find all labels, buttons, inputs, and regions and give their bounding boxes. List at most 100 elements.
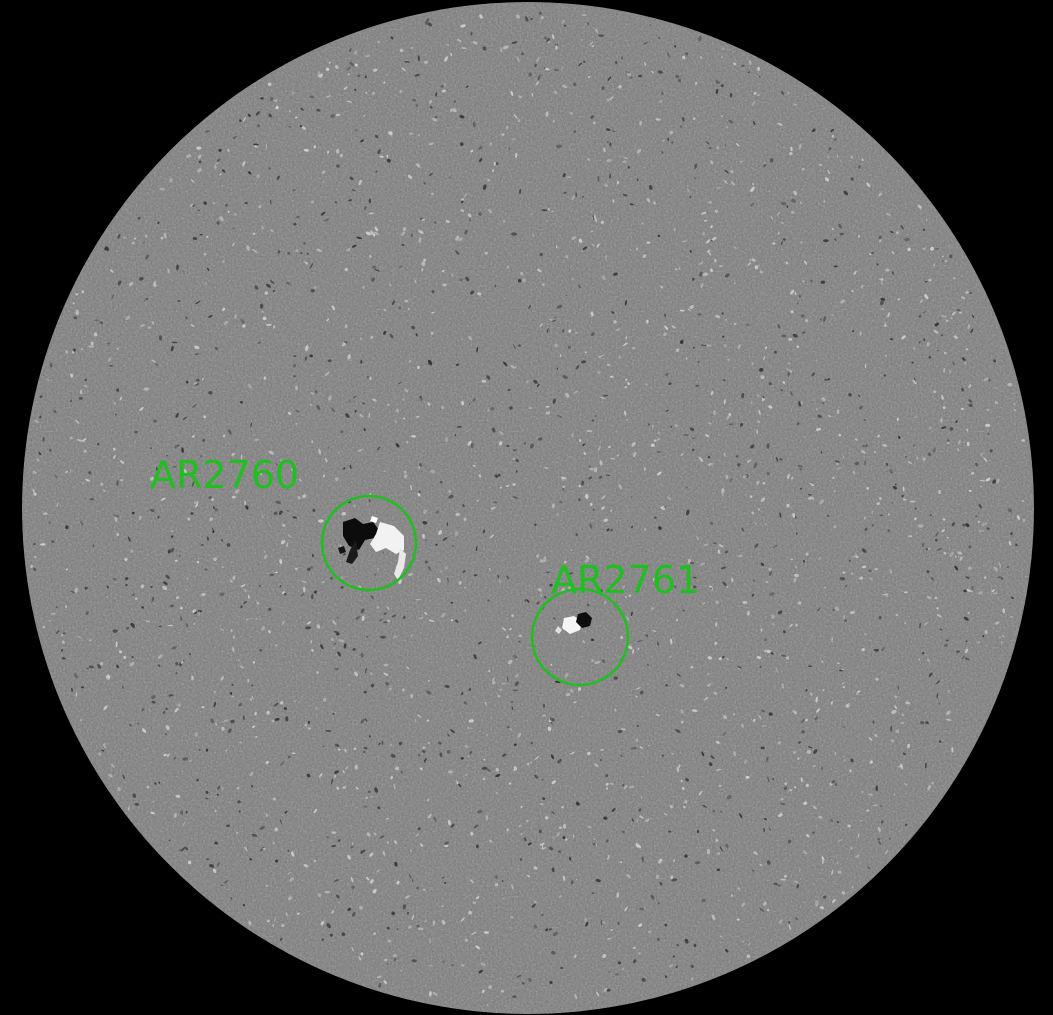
positive-flux-speckle <box>778 919 783 924</box>
negative-flux-speckle <box>266 283 271 288</box>
positive-flux-speckle <box>831 314 834 317</box>
positive-flux-speckle <box>61 633 64 637</box>
positive-flux-speckle <box>120 478 123 482</box>
positive-flux-speckle <box>866 182 871 188</box>
positive-flux-speckle <box>424 611 428 615</box>
positive-flux-speckle <box>432 117 438 122</box>
positive-flux-speckle <box>311 200 315 204</box>
negative-flux-speckle <box>989 449 993 453</box>
positive-flux-speckle <box>720 56 723 59</box>
positive-flux-speckle <box>490 506 496 510</box>
positive-flux-speckle <box>770 216 773 220</box>
negative-flux-speckle <box>591 892 595 895</box>
negative-flux-speckle <box>595 879 601 883</box>
positive-flux-speckle <box>723 180 728 184</box>
positive-flux-speckle <box>578 238 583 243</box>
positive-flux-speckle <box>857 833 860 838</box>
positive-flux-speckle <box>646 241 651 245</box>
positive-flux-speckle <box>922 247 926 251</box>
negative-flux-speckle <box>575 801 580 806</box>
positive-flux-speckle <box>493 161 496 166</box>
negative-flux-speckle <box>1015 543 1018 547</box>
positive-flux-speckle <box>851 290 854 293</box>
negative-flux-speckle <box>442 537 448 541</box>
positive-flux-speckle <box>385 74 389 76</box>
negative-flux-speckle <box>750 444 755 449</box>
negative-flux-speckle <box>927 452 932 457</box>
positive-flux-speckle <box>261 226 264 230</box>
positive-flux-speckle <box>231 695 235 698</box>
positive-flux-speckle <box>33 492 37 496</box>
positive-flux-speckle <box>436 577 441 583</box>
positive-flux-speckle <box>510 364 515 369</box>
positive-flux-speckle <box>518 634 522 638</box>
positive-flux-speckle <box>274 827 278 832</box>
positive-flux-speckle <box>658 858 663 864</box>
negative-flux-speckle <box>251 833 258 837</box>
positive-flux-speckle <box>494 882 499 887</box>
negative-flux-speckle <box>208 315 213 318</box>
negative-flux-speckle <box>269 199 272 205</box>
negative-flux-speckle <box>399 265 403 269</box>
positive-flux-speckle <box>508 782 512 785</box>
positive-flux-speckle <box>495 791 498 795</box>
negative-flux-speckle <box>817 607 821 612</box>
positive-flux-speckle <box>713 691 718 695</box>
positive-flux-speckle <box>823 107 826 110</box>
positive-flux-speckle <box>837 839 843 842</box>
positive-flux-speckle <box>383 81 386 84</box>
positive-flux-speckle <box>72 302 75 305</box>
negative-flux-speckle <box>506 725 510 729</box>
negative-flux-speckle <box>712 809 716 813</box>
positive-flux-speckle <box>725 125 729 129</box>
positive-flux-speckle <box>376 975 382 979</box>
negative-flux-speckle <box>440 480 443 484</box>
positive-flux-speckle <box>685 356 688 361</box>
positive-flux-speckle <box>683 800 688 806</box>
negative-flux-speckle <box>336 617 340 619</box>
positive-flux-speckle <box>723 452 726 457</box>
positive-flux-speckle <box>733 712 735 716</box>
negative-flux-speckle <box>205 797 209 800</box>
negative-flux-speckle <box>508 147 511 150</box>
positive-flux-speckle <box>460 917 465 922</box>
positive-flux-speckle <box>964 361 967 365</box>
positive-flux-speckle <box>450 52 453 57</box>
negative-flux-speckle <box>292 189 297 192</box>
positive-flux-speckle <box>196 146 202 150</box>
negative-flux-speckle <box>509 406 513 410</box>
positive-flux-speckle <box>198 154 202 159</box>
positive-flux-speckle <box>914 517 917 521</box>
positive-flux-speckle <box>599 460 603 466</box>
positive-flux-speckle <box>324 890 331 894</box>
negative-flux-speckle <box>524 599 527 603</box>
negative-flux-speckle <box>606 474 611 476</box>
negative-flux-speckle <box>171 341 178 344</box>
negative-flux-speckle <box>371 265 377 269</box>
positive-flux-speckle <box>387 939 392 943</box>
positive-flux-speckle <box>638 923 643 928</box>
negative-flux-speckle <box>306 773 311 778</box>
negative-flux-speckle <box>150 585 153 588</box>
negative-flux-speckle <box>693 585 697 589</box>
positive-flux-speckle <box>812 765 816 768</box>
negative-flux-speckle <box>232 135 237 139</box>
negative-flux-speckle <box>798 741 801 744</box>
sunspot-ar2760 <box>338 516 406 580</box>
positive-flux-speckle <box>470 727 473 730</box>
positive-flux-speckle <box>441 612 446 618</box>
positive-flux-speckle <box>261 626 266 631</box>
positive-flux-speckle <box>603 987 608 993</box>
positive-flux-speckle <box>351 842 354 845</box>
negative-flux-speckle <box>844 619 847 623</box>
positive-flux-speckle <box>821 856 825 861</box>
negative-flux-speckle <box>615 973 619 976</box>
negative-flux-speckle <box>334 770 339 774</box>
positive-flux-speckle <box>531 92 534 97</box>
negative-flux-speckle <box>283 707 287 710</box>
negative-flux-speckle <box>130 622 135 628</box>
positive-flux-speckle <box>254 711 257 716</box>
positive-flux-speckle <box>287 533 292 538</box>
positive-flux-speckle <box>667 496 672 501</box>
positive-flux-speckle <box>119 460 125 464</box>
